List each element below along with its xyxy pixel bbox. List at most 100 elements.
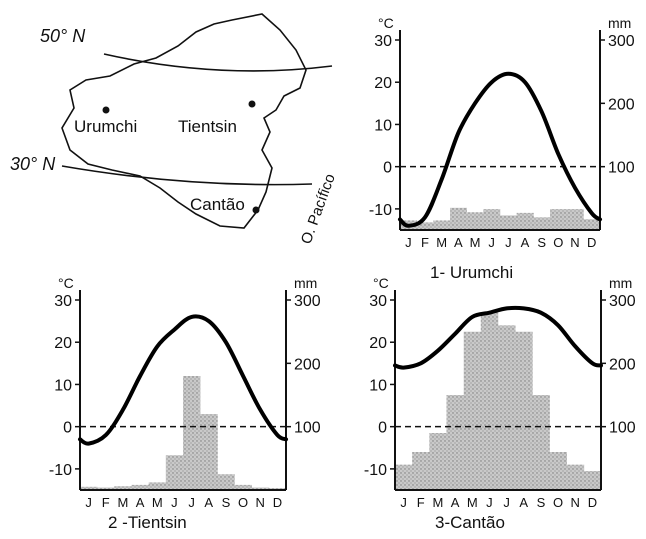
month-label: D xyxy=(587,235,596,250)
precip-bar xyxy=(549,452,567,490)
month-label: S xyxy=(537,235,546,250)
precip-bar xyxy=(516,212,534,230)
month-label: D xyxy=(273,495,282,510)
month-label: M xyxy=(152,495,163,510)
temp-unit-label: °C xyxy=(373,275,389,291)
parallel-50n xyxy=(103,53,333,72)
month-label: M xyxy=(432,495,443,510)
precip-tick-label: 200 xyxy=(608,96,635,113)
month-label: A xyxy=(454,235,463,250)
city-label-tientsin: Tientsin xyxy=(178,117,237,136)
precip-bar xyxy=(251,487,270,490)
precip-bar xyxy=(429,433,447,490)
precip-bar xyxy=(532,395,550,490)
chart-title: 2 -Tientsin xyxy=(108,513,187,532)
city-label-cantao: Cantão xyxy=(190,195,245,214)
city-dot-urumchi xyxy=(102,106,110,114)
month-label: O xyxy=(553,235,563,250)
precip-tick-label: 100 xyxy=(609,420,636,437)
temp-tick-label: -10 xyxy=(49,462,72,479)
precip-tick-label: 100 xyxy=(608,160,635,177)
precip-bar xyxy=(450,207,467,230)
temp-tick-label: 0 xyxy=(383,160,392,177)
month-label: J xyxy=(405,235,412,250)
temp-tick-label: -10 xyxy=(364,462,387,479)
precip-tick-label: 300 xyxy=(608,33,635,50)
precip-bar xyxy=(498,325,516,490)
temp-tick-label: 0 xyxy=(63,420,72,437)
china-map: 50° N 30° N Urumchi Tientsin Cantão O. P… xyxy=(10,13,339,247)
precip-bar xyxy=(483,209,501,230)
china-outline xyxy=(61,13,307,229)
precip-bar xyxy=(114,486,132,490)
precip-bar xyxy=(533,217,551,230)
month-label: D xyxy=(588,495,597,510)
temp-tick-label: 20 xyxy=(54,335,72,352)
precip-bar xyxy=(515,331,533,490)
precip-bar xyxy=(433,220,451,230)
precip-bar xyxy=(566,209,584,230)
month-label: O xyxy=(553,495,563,510)
precip-bar xyxy=(480,312,499,490)
precip-bar xyxy=(550,209,567,230)
chart-title: 1- Urumchi xyxy=(430,263,513,282)
lat-label-30: 30° N xyxy=(10,154,56,174)
precip-bar xyxy=(500,215,517,230)
month-label: J xyxy=(85,495,92,510)
month-label: F xyxy=(102,495,110,510)
precip-bar xyxy=(466,212,484,230)
lat-label-50: 50° N xyxy=(40,26,86,46)
precip-bar xyxy=(395,464,413,490)
temperature-line xyxy=(398,71,602,228)
month-label: F xyxy=(421,235,429,250)
city-dot-cantao xyxy=(252,206,260,214)
month-label: N xyxy=(571,495,580,510)
precip-tick-label: 300 xyxy=(294,293,321,310)
precip-bar xyxy=(583,471,602,490)
precip-bar xyxy=(412,452,430,490)
precip-bar xyxy=(234,484,252,490)
month-label: A xyxy=(521,235,530,250)
temp-tick-label: 10 xyxy=(54,377,72,394)
month-label: J xyxy=(505,235,512,250)
precip-bar xyxy=(463,331,482,490)
temp-tick-label: 30 xyxy=(54,293,72,310)
temp-unit-label: °C xyxy=(378,15,394,31)
temp-tick-label: 10 xyxy=(374,117,392,134)
month-label: A xyxy=(451,495,460,510)
precip-bar xyxy=(416,222,434,230)
month-label: A xyxy=(136,495,145,510)
precip-tick-label: 100 xyxy=(294,420,321,437)
month-label: M xyxy=(436,235,447,250)
temp-unit-label: °C xyxy=(58,275,74,291)
month-label: J xyxy=(488,235,495,250)
temperature-line xyxy=(78,314,288,446)
month-label: J xyxy=(400,495,407,510)
chart-title: 3-Cantão xyxy=(435,513,505,532)
month-label: J xyxy=(171,495,178,510)
month-label: S xyxy=(537,495,546,510)
temp-tick-label: 20 xyxy=(374,75,392,92)
city-dot-tientsin xyxy=(248,100,256,108)
precip-bar xyxy=(165,455,184,490)
parallel-30n xyxy=(61,165,313,186)
precip-bar xyxy=(148,482,167,490)
precip-unit-label: mm xyxy=(608,15,631,31)
month-label: M xyxy=(470,235,481,250)
precip-tick-label: 200 xyxy=(609,356,636,373)
ocean-label: O. Pacífico xyxy=(298,172,339,247)
month-label: N xyxy=(570,235,579,250)
temperature-line xyxy=(393,305,603,370)
precip-tick-label: 300 xyxy=(609,293,636,310)
precip-bar xyxy=(200,414,218,490)
precip-bar xyxy=(446,395,464,490)
month-label: J xyxy=(188,495,195,510)
precip-bar xyxy=(583,219,601,230)
temp-tick-label: 30 xyxy=(374,33,392,50)
month-label: S xyxy=(222,495,231,510)
